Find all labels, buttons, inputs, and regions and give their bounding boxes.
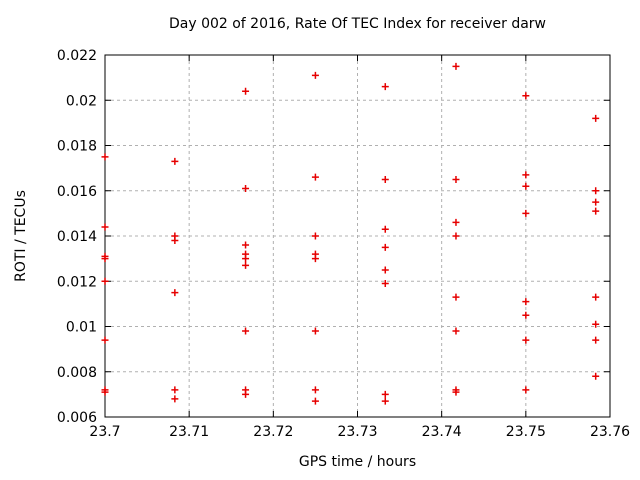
data-point-marker	[592, 320, 600, 328]
data-point-marker	[452, 232, 460, 240]
data-point-marker	[311, 71, 319, 79]
data-point-marker	[381, 225, 389, 233]
data-point-marker	[522, 182, 530, 190]
data-point-marker	[522, 386, 530, 394]
data-point-marker	[452, 293, 460, 301]
data-point-marker	[452, 62, 460, 70]
data-point-marker	[242, 184, 250, 192]
data-point-marker	[522, 336, 530, 344]
data-point-marker	[592, 207, 600, 215]
data-point-marker	[381, 280, 389, 288]
data-point-marker	[171, 289, 179, 297]
data-point-marker	[381, 390, 389, 398]
y-tick-label: 0.022	[57, 48, 97, 64]
data-point-marker	[101, 153, 109, 161]
data-point-marker	[452, 218, 460, 226]
data-point-marker	[101, 388, 109, 396]
data-point-marker	[101, 255, 109, 263]
x-tick-label: 23.72	[253, 424, 293, 440]
y-tick-label: 0.006	[57, 410, 97, 426]
data-point-marker	[242, 390, 250, 398]
data-point-marker	[592, 198, 600, 206]
x-tick-label: 23.7	[89, 424, 120, 440]
data-point-marker	[381, 243, 389, 251]
data-point-marker	[592, 372, 600, 380]
data-point-marker	[452, 388, 460, 396]
data-point-marker	[242, 261, 250, 269]
data-point-marker	[311, 397, 319, 405]
x-tick-label: 23.71	[169, 424, 209, 440]
data-point-marker	[311, 327, 319, 335]
x-tick-label: 23.74	[422, 424, 462, 440]
y-tick-label: 0.018	[57, 139, 97, 155]
data-point-marker	[242, 241, 250, 249]
data-point-marker	[242, 255, 250, 263]
data-point-marker	[522, 209, 530, 217]
data-point-marker	[242, 327, 250, 335]
data-point-marker	[592, 187, 600, 195]
data-point-marker	[101, 277, 109, 285]
data-point-marker	[311, 386, 319, 394]
data-point-marker	[592, 336, 600, 344]
data-point-marker	[522, 92, 530, 100]
data-point-marker	[101, 336, 109, 344]
data-point-marker	[381, 83, 389, 91]
data-point-marker	[522, 298, 530, 306]
data-point-marker	[381, 175, 389, 183]
y-tick-label: 0.01	[66, 320, 97, 336]
data-point-marker	[381, 266, 389, 274]
data-point-marker	[171, 395, 179, 403]
x-tick-label: 23.76	[590, 424, 630, 440]
x-axis-label: GPS time / hours	[298, 454, 417, 470]
data-point-marker	[242, 87, 250, 95]
chart-title: Day 002 of 2016, Rate Of TEC Index for r…	[168, 16, 547, 32]
data-point-marker	[452, 327, 460, 335]
data-point-marker	[311, 232, 319, 240]
y-tick-label: 0.008	[57, 365, 97, 381]
data-point-marker	[101, 223, 109, 231]
x-tick-label: 23.75	[506, 424, 546, 440]
data-point-marker	[522, 171, 530, 179]
data-point-marker	[592, 293, 600, 301]
x-tick-label: 23.73	[337, 424, 377, 440]
data-point-marker	[311, 255, 319, 263]
y-tick-label: 0.014	[57, 229, 97, 245]
y-tick-label: 0.012	[57, 274, 97, 290]
y-tick-label: 0.02	[66, 93, 97, 109]
data-point-marker	[592, 114, 600, 122]
y-tick-label: 0.016	[57, 184, 97, 200]
data-point-marker	[171, 157, 179, 165]
data-point-marker	[381, 397, 389, 405]
data-point-marker	[522, 311, 530, 319]
data-point-marker	[171, 386, 179, 394]
data-point-marker	[452, 175, 460, 183]
data-point-marker	[171, 237, 179, 245]
data-point-marker	[311, 173, 319, 181]
